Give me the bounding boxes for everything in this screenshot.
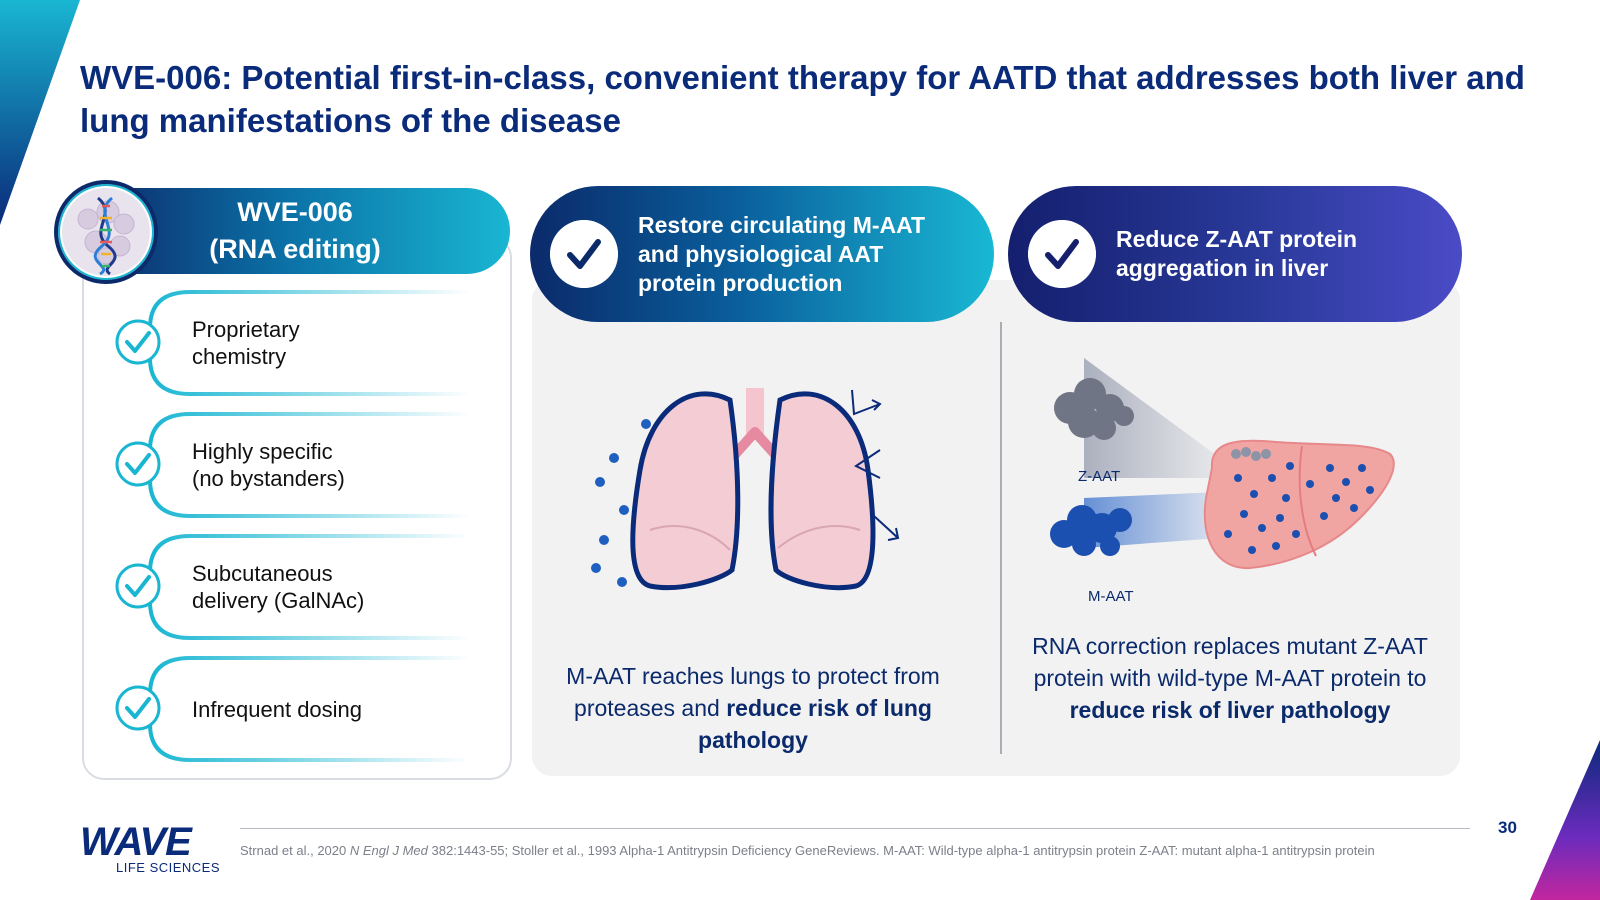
wve-006-header (92, 188, 510, 274)
check-icon (1028, 220, 1096, 288)
corner-accent-top-left (0, 0, 80, 225)
feature-label: Infrequent dosing (192, 696, 363, 722)
z-aat-label: Z-AAT (1078, 468, 1121, 485)
wave-logo-subtitle: LIFE SCIENCES (116, 860, 221, 875)
references-footnote: Strnad et al., 2020 N Engl J Med 382:144… (240, 842, 1470, 859)
check-icon (115, 563, 161, 609)
wve-006-header-text: WVE-006 (RNA editing) (209, 197, 381, 264)
feature-label: Highly specific (no bystanders) (192, 439, 345, 491)
check-icon (115, 441, 161, 487)
wave-logo: WAVE (80, 820, 192, 864)
footnote-journal: N Engl J Med (349, 843, 428, 858)
lung-caption: M-AAT reaches lungs to protect from prot… (548, 660, 958, 756)
m-aat-label: M-AAT (1088, 588, 1134, 605)
lung-benefit-text: Restore circulating M-AAT and physiologi… (638, 211, 926, 296)
lung-caption-emphasis: reduce risk of lung pathology (698, 695, 932, 753)
liver-benefit-header: Reduce Z-AAT protein aggregation in live… (1008, 186, 1462, 322)
check-icon (550, 220, 618, 288)
feature-proprietary-chemistry: Proprietary chemistry (110, 288, 480, 398)
m-aat-protein-icon (1050, 505, 1132, 556)
lung-caption-text: M-AAT reaches lungs to protect from prot… (566, 663, 940, 721)
footnote-post: 382:1443-55; Stoller et al., 1993 Alpha-… (427, 843, 1375, 858)
z-aat-protein-icon (1054, 378, 1134, 440)
corner-accent-bottom-right (1530, 740, 1600, 900)
footnote-pre: Strnad et al., 2020 (240, 843, 350, 858)
feature-label: Proprietary chemistry (192, 317, 300, 369)
feature-infrequent-dosing: Infrequent dosing (110, 654, 480, 764)
check-icon (115, 319, 161, 365)
liver-illustration (1050, 358, 1395, 570)
feature-highly-specific: Highly specific (no bystanders) (110, 410, 480, 520)
lung-benefit-header: Restore circulating M-AAT and physiologi… (530, 186, 994, 322)
liver-caption-text: RNA correction replaces mutant Z-AAT pro… (1032, 633, 1428, 691)
panel-divider (1000, 322, 1002, 754)
page-title: WVE-006: Potential first-in-class, conve… (80, 59, 1525, 139)
liver-benefit-text: Reduce Z-AAT protein aggregation in live… (1116, 226, 1358, 281)
liver-caption: RNA correction replaces mutant Z-AAT pro… (1020, 630, 1440, 726)
feature-subcutaneous-delivery: Subcutaneous delivery (GalNAc) (110, 532, 480, 642)
footer-divider (240, 828, 1470, 829)
page-number: 30 (1498, 818, 1517, 837)
dna-molecule-icon (54, 180, 158, 284)
check-icon (115, 685, 161, 731)
liver-caption-emphasis: reduce risk of liver pathology (1069, 697, 1391, 723)
lungs-illustration (591, 388, 900, 591)
feature-label: Subcutaneous delivery (GalNAc) (192, 561, 365, 613)
